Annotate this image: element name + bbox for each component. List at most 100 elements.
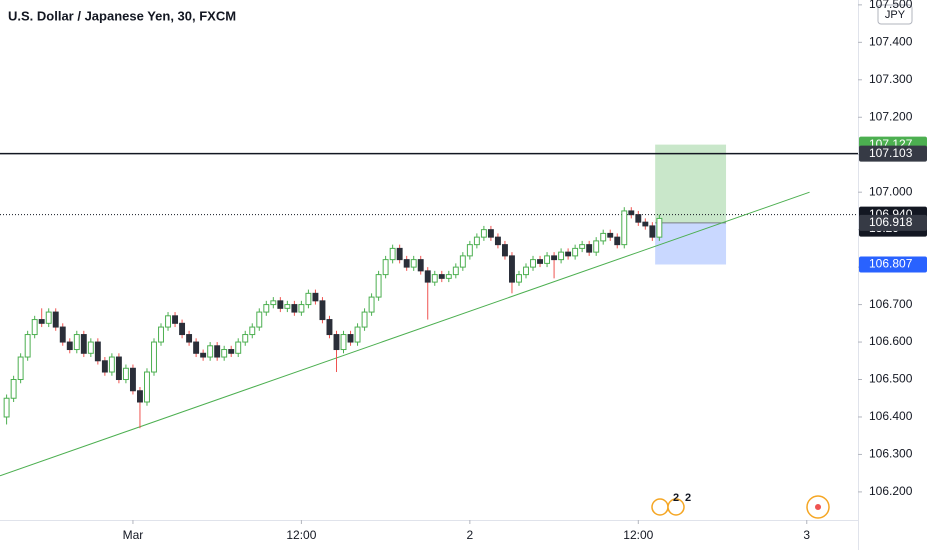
candle-body	[158, 326, 164, 343]
candle-body	[101, 360, 108, 373]
candle-body	[340, 334, 347, 351]
candle-body	[10, 379, 17, 399]
candle-body	[501, 244, 508, 257]
candle-body	[530, 259, 536, 268]
candle-body	[31, 319, 38, 336]
candle-body	[403, 259, 410, 268]
candle-body	[312, 292, 319, 302]
candle-body	[516, 274, 522, 283]
candle-body	[333, 334, 340, 351]
candle-body	[214, 345, 221, 358]
candle-body	[621, 210, 628, 246]
candle-body	[354, 326, 361, 343]
candle-body	[3, 397, 10, 418]
x-tick-label: 2	[467, 528, 474, 542]
candle-body	[347, 334, 354, 343]
candle-body	[389, 247, 396, 261]
trend-line	[0, 191, 810, 477]
candle-body	[480, 229, 487, 238]
candle-body	[375, 274, 382, 298]
candle-body	[410, 259, 417, 268]
candle-body	[73, 334, 80, 351]
candle-body	[614, 236, 621, 246]
candle-body	[523, 266, 529, 276]
candle-body	[607, 232, 614, 238]
candle-body	[319, 300, 326, 321]
y-tick-label: 106.300	[869, 447, 913, 461]
candle-body	[59, 326, 66, 343]
candle-body	[38, 319, 45, 324]
candle-body	[396, 247, 403, 261]
candle-body	[459, 255, 466, 268]
candle-body	[115, 356, 122, 381]
candle-body	[193, 341, 200, 354]
candle-body	[165, 315, 171, 328]
candle-body	[80, 334, 87, 354]
price-tag-label: 106.807	[869, 257, 913, 271]
event-icons[interactable]: 2 2	[651, 492, 691, 516]
candle-body	[129, 367, 136, 392]
y-tick-label: 106.400	[869, 409, 913, 423]
candle-body	[66, 341, 73, 351]
candle-body	[94, 341, 101, 362]
candle-body	[144, 371, 150, 403]
candle-body	[277, 300, 284, 309]
event-icon[interactable]	[667, 498, 685, 516]
currency-badge[interactable]	[877, 4, 913, 25]
candle-body	[600, 232, 607, 242]
candle-body	[509, 255, 515, 283]
candle-body	[431, 274, 438, 283]
candle-body	[228, 349, 235, 354]
currency-label: JPY	[885, 9, 906, 21]
stop-loss-zone	[655, 222, 727, 265]
price-tag-label: 106.918	[869, 215, 913, 229]
candle-body	[544, 255, 551, 264]
candle-body	[235, 341, 242, 354]
candle-body	[635, 214, 642, 223]
y-tick-label: 106.500	[869, 372, 913, 386]
y-tick-label: 107.300	[869, 72, 913, 86]
price-tag-label: 107.103	[869, 146, 913, 160]
y-tick-label: 107.200	[869, 109, 913, 123]
candle-body	[445, 274, 452, 279]
candle-body	[494, 236, 501, 246]
candle-body	[186, 334, 193, 343]
candle-body	[172, 315, 179, 324]
candle-body	[656, 217, 663, 238]
candle-body	[284, 304, 291, 309]
candle-body	[473, 236, 480, 246]
candle-body	[368, 296, 375, 313]
candle-body	[52, 311, 59, 328]
candle-body	[417, 259, 424, 272]
candle-body	[249, 326, 256, 336]
event-count: 2	[673, 492, 679, 504]
y-tick-label: 107.500	[869, 0, 913, 11]
candle-body	[122, 367, 129, 381]
event-count: 2	[685, 492, 691, 504]
candle-body	[87, 341, 94, 354]
candle-body	[424, 270, 431, 283]
candle-body	[649, 225, 656, 238]
candle-body	[242, 334, 249, 343]
candle-body	[207, 345, 214, 358]
take-profit-zone	[655, 144, 727, 223]
price-tag	[859, 256, 927, 273]
event-icon[interactable]	[651, 498, 669, 516]
candle-body	[452, 266, 459, 276]
plot-area	[0, 144, 858, 477]
candle-body	[558, 251, 565, 261]
y-tick-label: 106.600	[869, 334, 913, 348]
candle-body	[108, 356, 115, 373]
candle-body	[361, 311, 368, 328]
price-tag	[859, 145, 927, 162]
candle-body	[263, 304, 270, 313]
candle-body	[326, 319, 333, 336]
price-tag	[859, 214, 927, 231]
x-tick-label: 12:00	[286, 528, 316, 542]
y-tick-label: 106.700	[869, 297, 913, 311]
event-dot	[815, 504, 821, 510]
candle-body	[593, 240, 600, 253]
candle-body	[628, 210, 635, 216]
